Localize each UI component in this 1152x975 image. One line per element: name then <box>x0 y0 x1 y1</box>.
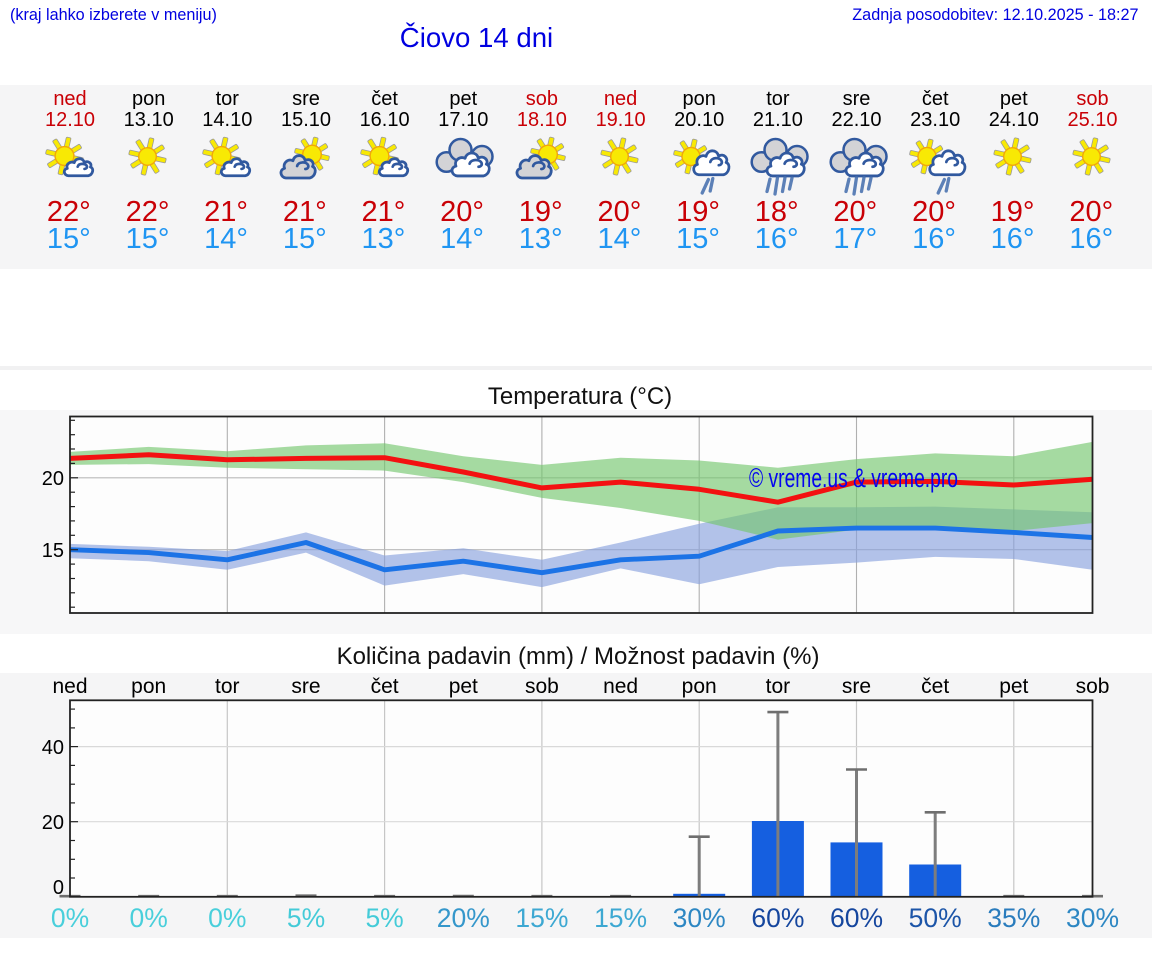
svg-text:© vreme.us & vreme.pro: © vreme.us & vreme.pro <box>749 463 958 493</box>
